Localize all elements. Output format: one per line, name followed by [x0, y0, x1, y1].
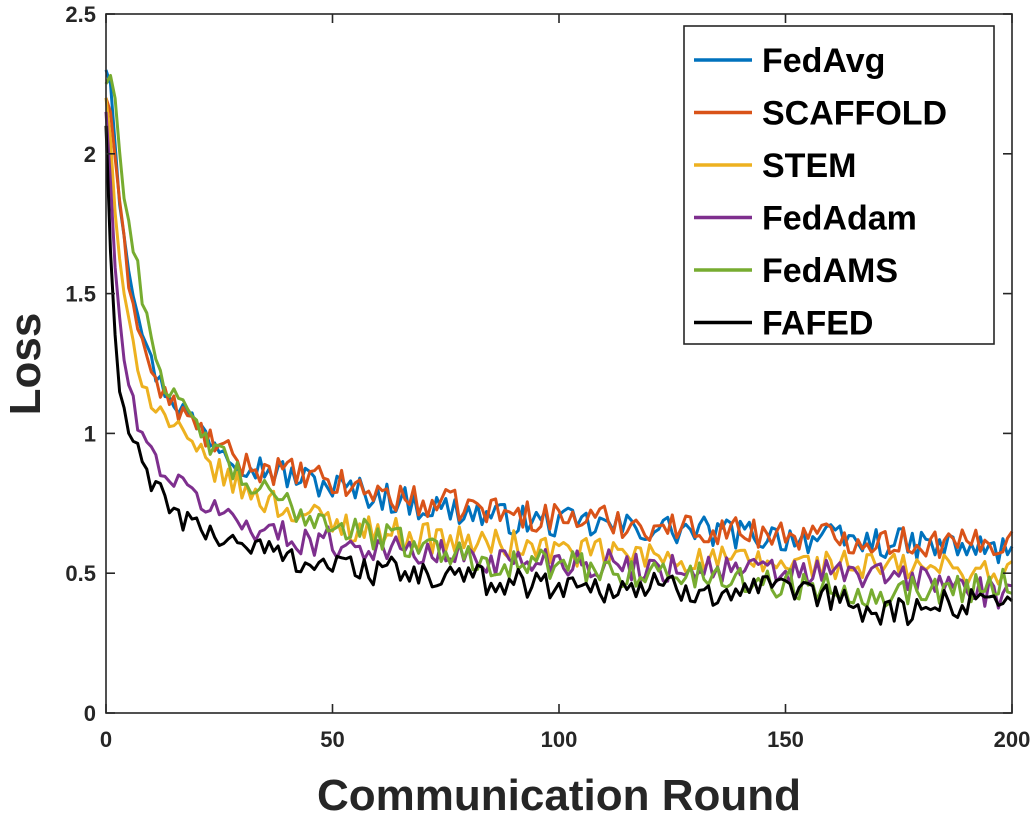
series-line-fafed: [104, 125, 1013, 627]
series-line-scaffold: [104, 97, 1014, 559]
series-line-fedadam: [104, 111, 1013, 610]
series-line-fedams: [104, 74, 1013, 608]
y-axis-title: Loss: [1, 313, 50, 416]
y-tick-label: 0.5: [65, 561, 96, 586]
x-tick-label: 100: [541, 727, 578, 752]
series-layer: [104, 69, 1014, 627]
x-axis-title: Communication Round: [317, 771, 801, 814]
legend: FedAvg SCAFFOLD STEM FedAdam FedAMS FAFED: [683, 25, 995, 345]
series-line-stem: [104, 97, 1013, 588]
legend-label-fedavg: FedAvg: [762, 42, 885, 80]
legend-label-scaffold: SCAFFOLD: [762, 95, 947, 133]
y-tick-label: 2.5: [65, 2, 96, 27]
y-tick-label: 2: [84, 142, 96, 167]
legend-label-fedams: FedAMS: [762, 252, 898, 290]
y-tick-label: 1: [84, 421, 96, 446]
legend-items: FedAvg SCAFFOLD STEM FedAdam FedAMS FAFED: [694, 42, 947, 343]
x-tick-label: 200: [994, 727, 1031, 752]
y-tick-label: 0: [84, 701, 96, 726]
legend-label-stem: STEM: [762, 147, 856, 185]
legend-label-fedadam: FedAdam: [762, 200, 917, 238]
legend-label-fafed: FAFED: [762, 305, 873, 343]
x-tick-label: 50: [320, 727, 344, 752]
tick-layer: 0 50 100 150 200 0 0.5 1 1.5 2 2.5: [65, 2, 1030, 752]
x-tick-label: 0: [100, 727, 112, 752]
x-tick-label: 150: [767, 727, 804, 752]
y-tick-label: 1.5: [65, 282, 96, 307]
legend-box: [683, 25, 995, 345]
